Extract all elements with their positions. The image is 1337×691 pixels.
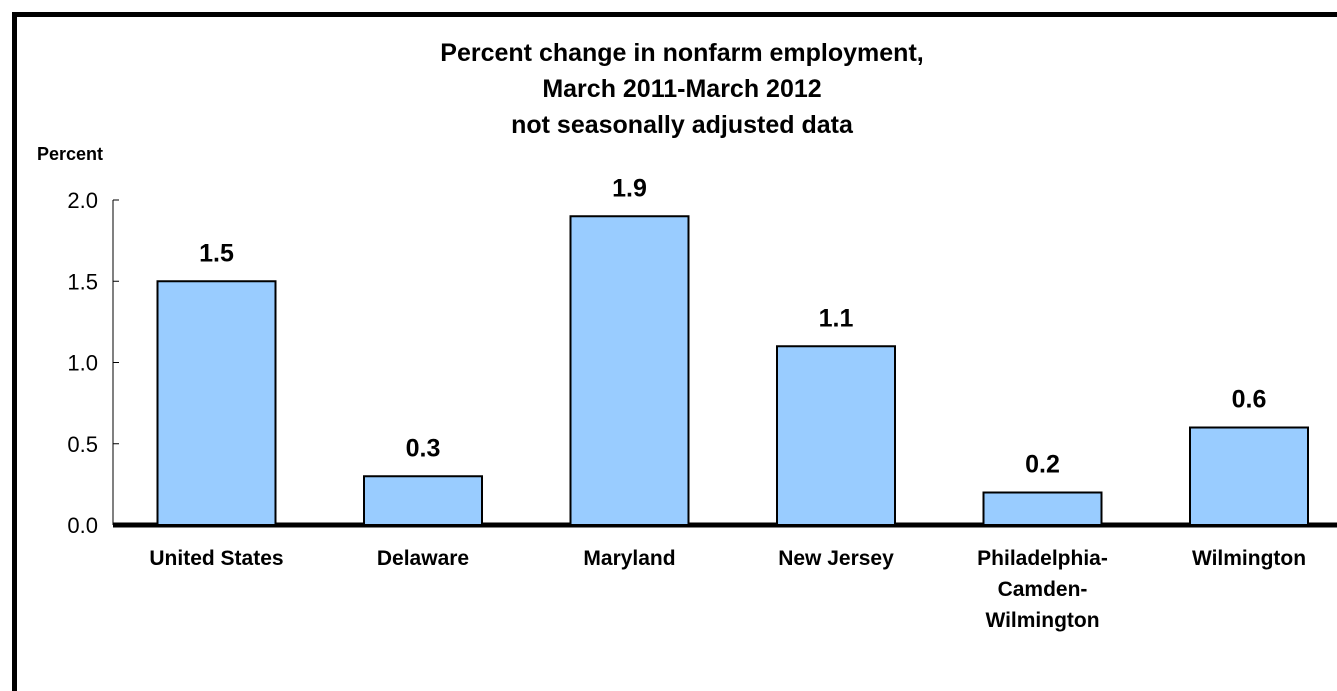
- chart-title-line-3: not seasonally adjusted data: [511, 111, 854, 139]
- y-tick-label: 1.0: [67, 351, 98, 376]
- x-tick-label-line: Wilmington: [1192, 547, 1306, 570]
- bars: [156, 215, 1309, 526]
- bar: [982, 491, 1103, 526]
- data-label: 1.9: [612, 174, 647, 202]
- x-tick-label-line: United States: [149, 547, 283, 570]
- x-tick-label-line: New Jersey: [778, 547, 894, 570]
- y-tick-label: 1.5: [67, 269, 98, 294]
- x-tick-label: Delaware: [377, 547, 469, 570]
- x-tick-label: Maryland: [583, 547, 675, 570]
- data-labels: 1.5 0.3 1.9 1.1 0.2 0.6: [199, 174, 1266, 478]
- bar: [569, 215, 690, 526]
- x-tick-label-line: Camden-: [998, 578, 1088, 601]
- data-label: 0.3: [406, 434, 441, 462]
- x-tick-label-line: Delaware: [377, 547, 469, 570]
- x-tick-label: United States: [149, 547, 283, 570]
- x-tick-label-line: Philadelphia-: [977, 547, 1108, 570]
- chart-title-line-1: Percent change in nonfarm employment,: [440, 39, 923, 67]
- data-label: 0.6: [1232, 386, 1267, 414]
- chart-title: Percent change in nonfarm employment, Ma…: [440, 39, 923, 139]
- chart-frame: [12, 12, 1337, 691]
- x-tick-label: New Jersey: [778, 547, 894, 570]
- data-label: 1.5: [199, 239, 234, 267]
- x-tick-labels: United States Delaware Maryland New Jersey P…: [149, 547, 1306, 632]
- x-tick-label: Wilmington: [1192, 547, 1306, 570]
- data-label: 0.2: [1025, 451, 1060, 479]
- y-axis-label: Percent: [37, 144, 103, 164]
- chart-title-line-2: March 2011-March 2012: [542, 75, 821, 103]
- x-tick-label: Philadelphia- Camden- Wilmington: [977, 547, 1108, 632]
- y-tick-label: 2.0: [67, 188, 98, 213]
- bar: [776, 345, 896, 526]
- y-tick-labels: 0.0 0.5 1.0 1.5 2.0: [67, 188, 98, 538]
- x-tick-label-line: Wilmington: [985, 609, 1099, 632]
- bar: [1189, 426, 1309, 526]
- y-tick-label: 0.0: [67, 513, 98, 538]
- axes: [112, 199, 1337, 528]
- data-label: 1.1: [819, 304, 854, 332]
- x-tick-label-line: Maryland: [583, 547, 675, 570]
- y-tick-label: 0.5: [67, 432, 98, 457]
- bar: [363, 475, 483, 526]
- bar: [156, 280, 277, 526]
